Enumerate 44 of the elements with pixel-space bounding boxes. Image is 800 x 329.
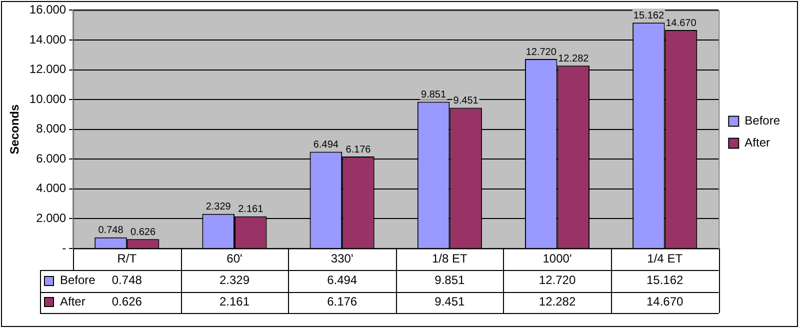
y-tick-label: 16.000 bbox=[29, 2, 66, 17]
data-label: 6.176 bbox=[327, 294, 358, 309]
data-label: 12.282 bbox=[538, 294, 576, 309]
legend-label: Before bbox=[60, 273, 96, 288]
y-tick-label: 6.000 bbox=[36, 151, 66, 166]
x-tick-label: 60' bbox=[226, 252, 242, 266]
text: 6.176 bbox=[346, 144, 371, 156]
x-tick-label: 1/8 ET bbox=[432, 252, 468, 266]
text: 12.282 bbox=[558, 53, 589, 64]
y-tick-label: 4.000 bbox=[36, 181, 66, 196]
data-label: 14.670 bbox=[646, 294, 684, 309]
text: 2.161 bbox=[238, 204, 264, 216]
data-label: 6.494 bbox=[327, 273, 358, 288]
x-tick-label: 1/4 ET bbox=[647, 252, 684, 266]
y-tick-label: 12.000 bbox=[29, 62, 66, 76]
x-tick-label: 330' bbox=[330, 252, 354, 266]
y-axis-title: Seconds bbox=[8, 104, 22, 154]
text: 2.329 bbox=[206, 202, 231, 213]
y-tick-label: - bbox=[62, 240, 66, 255]
text: 9.451 bbox=[453, 95, 478, 106]
data-label: 2.329 bbox=[219, 273, 250, 288]
text: 9.851 bbox=[421, 90, 446, 101]
x-tick-label: R/T bbox=[117, 252, 138, 266]
text: 0.626 bbox=[130, 226, 156, 238]
text: 6.494 bbox=[313, 140, 338, 151]
text: After bbox=[60, 294, 86, 309]
text: 15.162 bbox=[633, 10, 664, 22]
data-label: 15.162 bbox=[646, 273, 684, 288]
text: 12.720 bbox=[526, 46, 556, 58]
data-label: 9.451 bbox=[434, 294, 466, 309]
text: 0.748 bbox=[98, 225, 124, 236]
data-label: 12.720 bbox=[538, 273, 576, 288]
data-label: 9.851 bbox=[434, 273, 466, 288]
data-label: 2.161 bbox=[219, 294, 250, 309]
legend-label: After bbox=[744, 136, 770, 150]
text: 14.670 bbox=[666, 18, 696, 29]
y-tick-label: 10.000 bbox=[29, 92, 66, 106]
y-tick-label: 8.000 bbox=[36, 122, 66, 136]
y-tick-label: 2.000 bbox=[36, 211, 66, 226]
data-label: 0.748 bbox=[112, 273, 142, 288]
y-tick-label: 14.000 bbox=[29, 32, 66, 46]
data-label: 0.626 bbox=[112, 294, 142, 309]
x-tick-label: 1000' bbox=[542, 252, 572, 266]
text: Before bbox=[744, 114, 780, 128]
